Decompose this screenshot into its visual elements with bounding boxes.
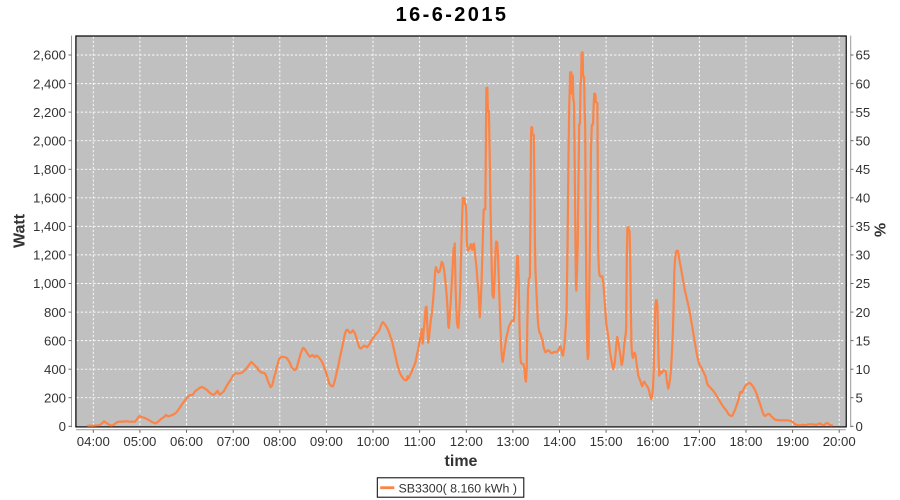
- svg-text:50: 50: [856, 133, 871, 148]
- svg-text:1,000: 1,000: [33, 276, 66, 291]
- svg-text:25: 25: [856, 276, 871, 291]
- svg-text:16-6-2015: 16-6-2015: [396, 4, 509, 26]
- svg-text:0: 0: [59, 419, 66, 434]
- svg-text:10: 10: [856, 362, 871, 377]
- svg-text:07:00: 07:00: [217, 434, 250, 449]
- svg-text:04:00: 04:00: [77, 434, 110, 449]
- svg-text:SB3300( 8.160 kWh ): SB3300( 8.160 kWh ): [399, 481, 517, 495]
- svg-text:17:00: 17:00: [683, 434, 716, 449]
- svg-text:1,600: 1,600: [33, 191, 66, 206]
- svg-text:30: 30: [856, 248, 871, 263]
- svg-text:15: 15: [856, 333, 871, 348]
- svg-text:05:00: 05:00: [123, 434, 156, 449]
- svg-text:09:00: 09:00: [310, 434, 343, 449]
- svg-text:18:00: 18:00: [729, 434, 762, 449]
- svg-text:%: %: [871, 223, 888, 237]
- svg-text:11:00: 11:00: [404, 434, 436, 449]
- svg-text:20:00: 20:00: [823, 434, 856, 449]
- svg-text:12:00: 12:00: [450, 434, 483, 449]
- svg-text:5: 5: [856, 390, 863, 405]
- svg-text:45: 45: [856, 162, 871, 177]
- svg-text:20: 20: [856, 305, 871, 320]
- svg-text:06:00: 06:00: [170, 434, 203, 449]
- svg-text:2,000: 2,000: [33, 133, 66, 148]
- svg-text:0: 0: [856, 419, 863, 434]
- svg-text:16:00: 16:00: [636, 434, 669, 449]
- svg-text:400: 400: [44, 362, 66, 377]
- svg-text:600: 600: [44, 333, 66, 348]
- svg-text:2,200: 2,200: [33, 105, 66, 120]
- svg-text:15:00: 15:00: [590, 434, 623, 449]
- svg-text:1,800: 1,800: [33, 162, 66, 177]
- svg-text:40: 40: [856, 191, 871, 206]
- svg-text:19:00: 19:00: [776, 434, 809, 449]
- svg-text:1,200: 1,200: [33, 248, 66, 263]
- svg-text:60: 60: [856, 76, 871, 91]
- svg-text:14:00: 14:00: [543, 434, 576, 449]
- svg-text:200: 200: [44, 390, 66, 405]
- svg-text:2,400: 2,400: [33, 76, 66, 91]
- svg-text:2,600: 2,600: [33, 48, 66, 63]
- svg-text:13:00: 13:00: [496, 434, 529, 449]
- svg-text:35: 35: [856, 219, 871, 234]
- svg-text:55: 55: [856, 105, 871, 120]
- svg-text:Watt: Watt: [12, 213, 29, 248]
- svg-text:08:00: 08:00: [263, 434, 296, 449]
- svg-text:time: time: [445, 453, 478, 470]
- svg-text:1,400: 1,400: [33, 219, 66, 234]
- svg-text:65: 65: [856, 48, 871, 63]
- svg-text:10:00: 10:00: [356, 434, 389, 449]
- svg-text:800: 800: [44, 305, 66, 320]
